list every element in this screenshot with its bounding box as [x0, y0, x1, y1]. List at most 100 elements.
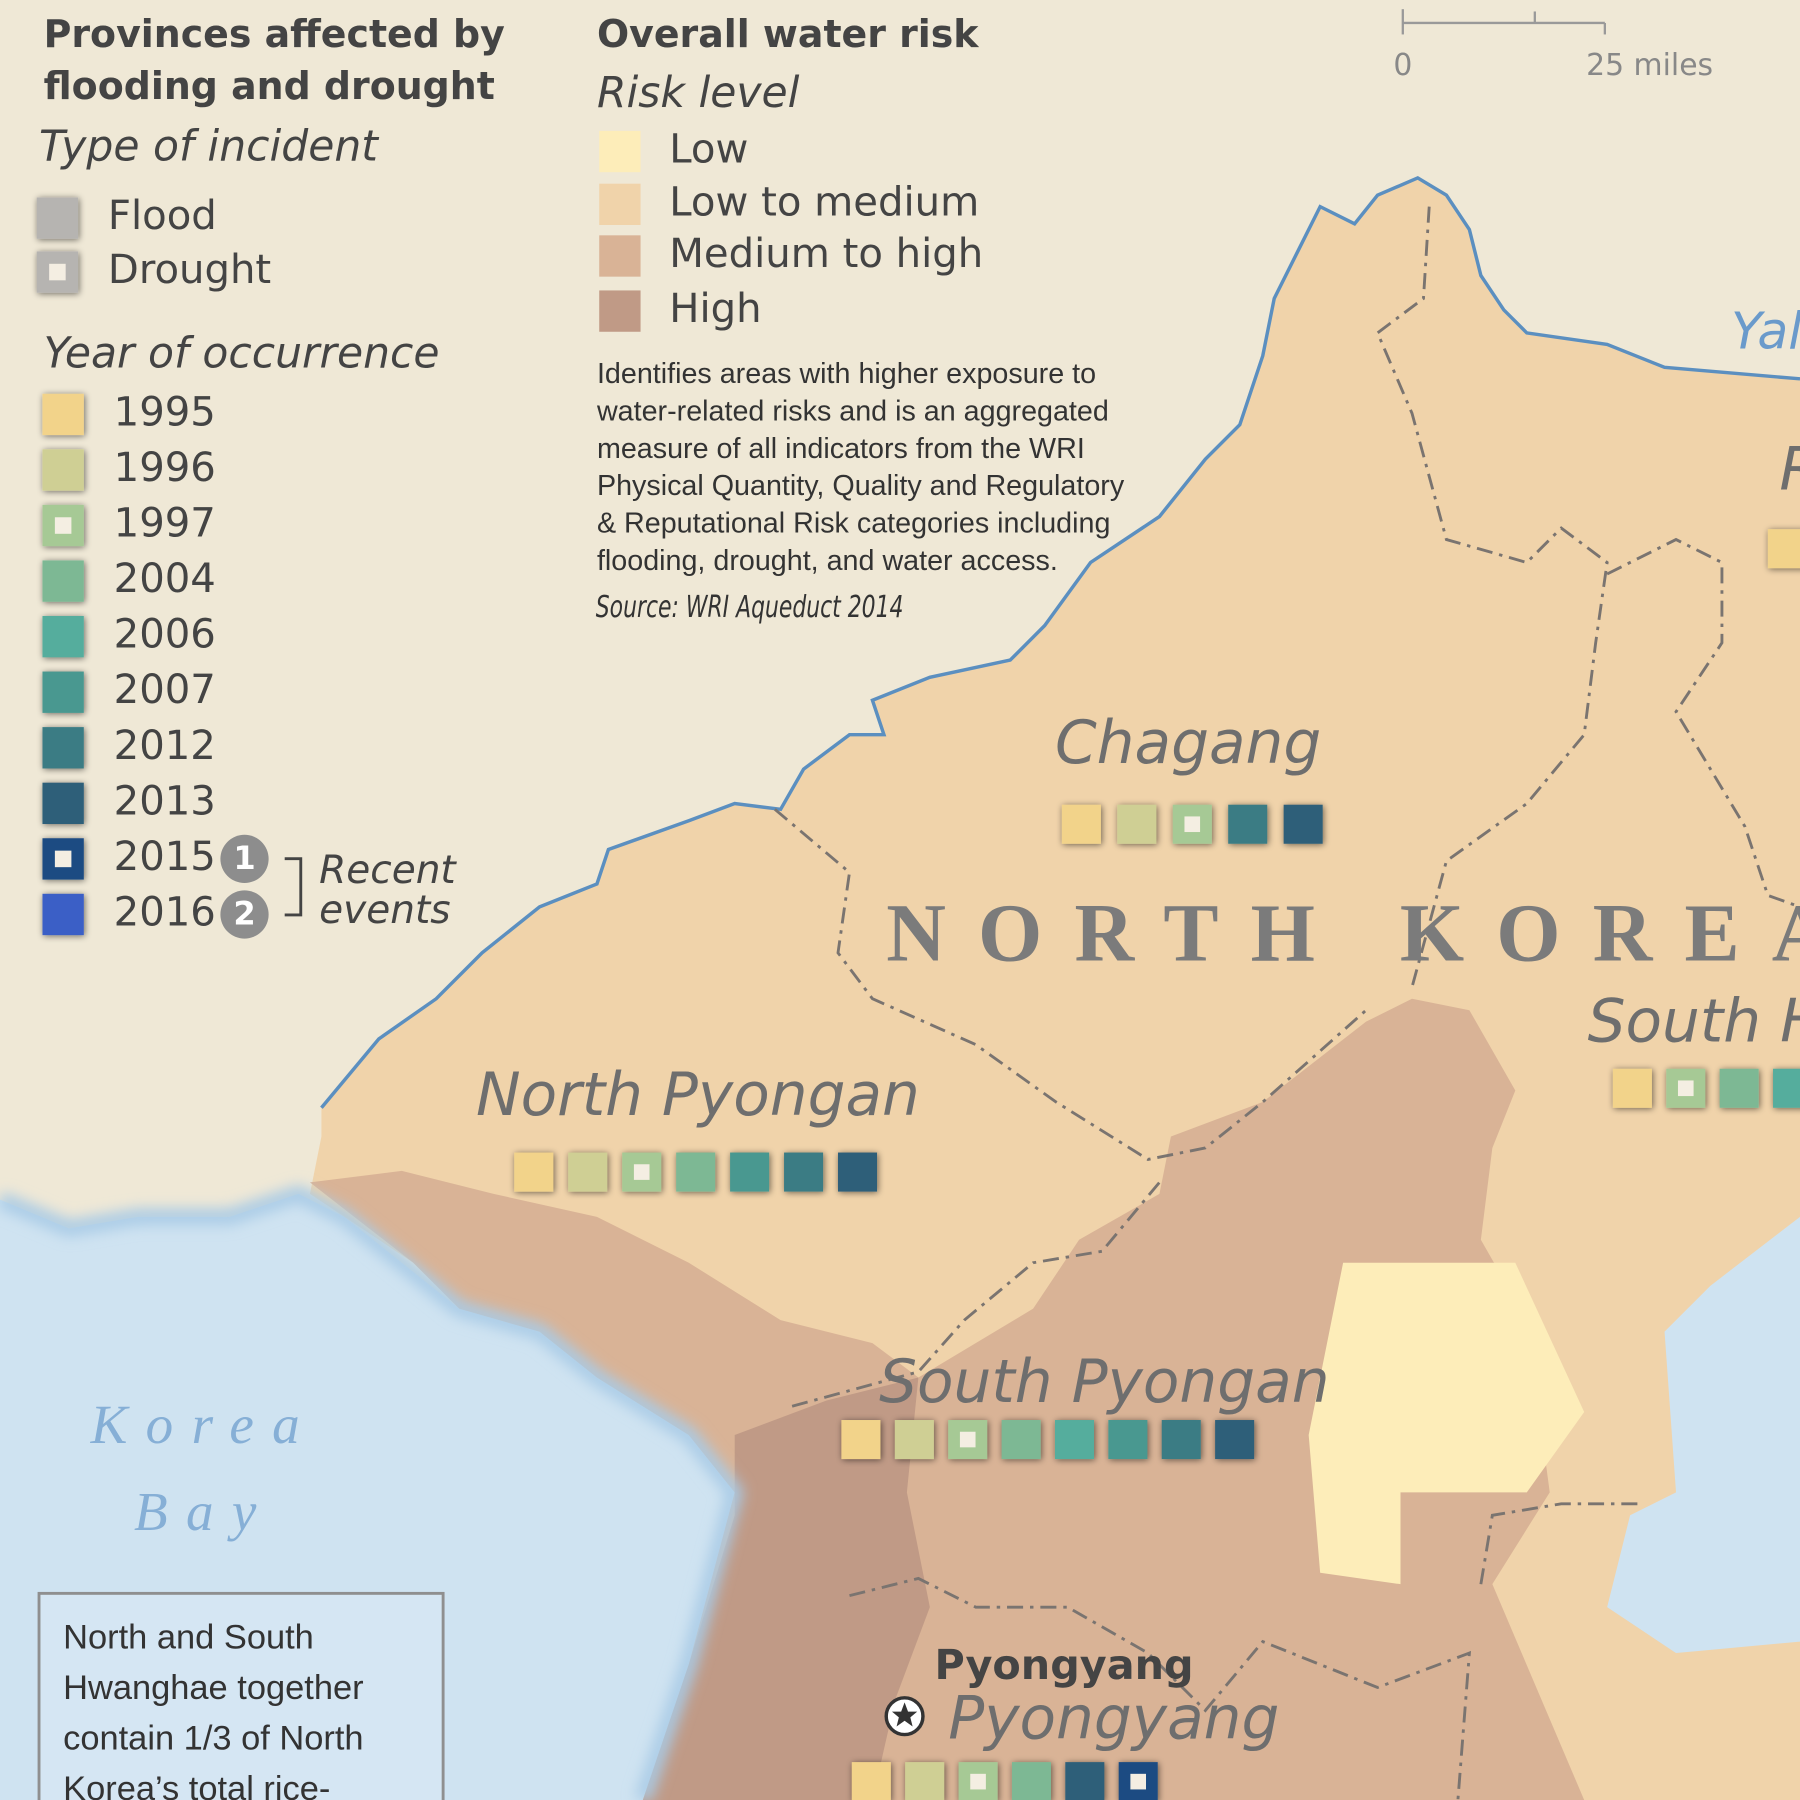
event-square [1117, 804, 1157, 844]
sea-label: Bay [134, 1481, 275, 1542]
province-border [791, 1181, 1161, 1408]
province-border [773, 808, 1368, 1161]
callout-box [37, 1591, 445, 1800]
event-badge-label: 1 [233, 839, 255, 877]
legend-item: 2013 [114, 778, 216, 824]
year-swatch [42, 449, 84, 491]
event-square [514, 1152, 554, 1192]
province-border [1479, 1502, 1642, 1585]
event-square [568, 1152, 608, 1192]
scale-label: 25 miles [1586, 48, 1713, 83]
legend-item: Low to medium [669, 179, 979, 225]
event-square [676, 1152, 716, 1192]
year-swatch [42, 782, 84, 825]
legend-item: 2006 [114, 612, 216, 658]
event-square-inner [633, 1164, 650, 1180]
legend-item: Flood [108, 193, 217, 239]
event-square [1061, 804, 1101, 844]
year-swatch [42, 727, 84, 769]
callout-text: North and South [63, 1618, 314, 1656]
risk-swatch [599, 130, 641, 173]
legend-item: 2015 [114, 834, 216, 880]
province-border [1375, 206, 1609, 988]
incident-swatch [36, 197, 79, 239]
year-swatch [42, 671, 84, 713]
event-square [1719, 1068, 1759, 1108]
legend-subtitle: Risk level [597, 69, 800, 118]
legend-item: 2007 [114, 667, 216, 713]
incident-swatch-inner [49, 263, 66, 281]
province-label: South Hamgyong [1588, 988, 1800, 1057]
year-swatch-inner [54, 850, 72, 868]
event-square [1228, 804, 1268, 844]
legend-item: High [669, 286, 761, 332]
description: water-related risks and is an aggregated [596, 395, 1109, 427]
land-high [642, 1377, 930, 1800]
province-border [849, 1576, 1471, 1800]
event-square [730, 1152, 770, 1192]
province-label: Ryanggang [1779, 436, 1800, 505]
event-square [1065, 1762, 1105, 1800]
event-square [1773, 1068, 1800, 1108]
legend-item: 2012 [114, 723, 216, 769]
legend-item: 1995 [114, 389, 216, 435]
legend-title: flooding and drought [44, 64, 495, 108]
description: Identifies areas with higher exposure to [597, 358, 1096, 390]
event-badge [220, 890, 269, 939]
bracket [284, 857, 303, 917]
event-square [1215, 1420, 1255, 1460]
sea-label: Korea [90, 1394, 319, 1455]
legend-item: Medium to high [669, 231, 983, 277]
risk-swatch [599, 183, 641, 225]
event-square-inner [1184, 816, 1201, 833]
year-swatch [42, 615, 84, 658]
recent-note: events [319, 888, 450, 933]
event-square [1011, 1762, 1051, 1800]
capital-star [891, 1702, 918, 1727]
event-square [1054, 1420, 1095, 1460]
year-swatch-inner [54, 517, 72, 534]
legend-title: Provinces affected by [44, 12, 505, 56]
legend-subtitle: Type of incident [39, 123, 379, 172]
event-square [851, 1762, 891, 1800]
legend-item: Low [669, 127, 748, 173]
year-swatch [42, 560, 84, 602]
description: flooding, drought, and water access. [597, 545, 1058, 577]
legend-item: Drought [108, 247, 271, 293]
legend-item: 1997 [114, 501, 216, 547]
scale-label: 0 [1393, 48, 1412, 83]
event-square [1283, 804, 1323, 844]
event-badge-label: 2 [233, 895, 255, 933]
capital-label: Pyongyang [934, 1641, 1193, 1689]
province-label: North Pyongan [476, 1061, 920, 1130]
event-square [1767, 529, 1800, 569]
recent-note: Recent [319, 848, 457, 893]
legend-item: 1996 [114, 445, 216, 491]
event-square [894, 1420, 934, 1460]
callout-text: Korea’s total rice- [63, 1770, 330, 1800]
event-square [838, 1152, 878, 1192]
province-label: Chagang [1055, 709, 1321, 778]
source-note: Source: WRI Aqueduct 2014 [596, 590, 904, 625]
event-square [905, 1762, 945, 1800]
event-square [1001, 1420, 1041, 1460]
event-square [1108, 1420, 1148, 1460]
description: measure of all indicators from the WRI [597, 433, 1085, 465]
event-square-inner [1130, 1773, 1147, 1790]
event-square [1161, 1420, 1201, 1460]
description: Physical Quantity, Quality and Regulator… [597, 470, 1125, 502]
event-square-inner [959, 1431, 976, 1448]
event-square [841, 1420, 881, 1460]
legend-item: 2004 [114, 556, 216, 602]
land-medium-high [309, 998, 1585, 1800]
province-label: Pyongyang [948, 1685, 1279, 1754]
coast-glow [0, 1185, 744, 1800]
risk-swatch [599, 290, 641, 332]
legend-subtitle: Year of occurrence [44, 329, 440, 378]
event-square [1612, 1068, 1652, 1108]
river-border [320, 176, 1800, 1109]
callout-text: contain 1/3 of North [63, 1719, 363, 1757]
description: & Reputational Risk categories including [597, 508, 1110, 540]
risk-swatch [599, 235, 641, 277]
